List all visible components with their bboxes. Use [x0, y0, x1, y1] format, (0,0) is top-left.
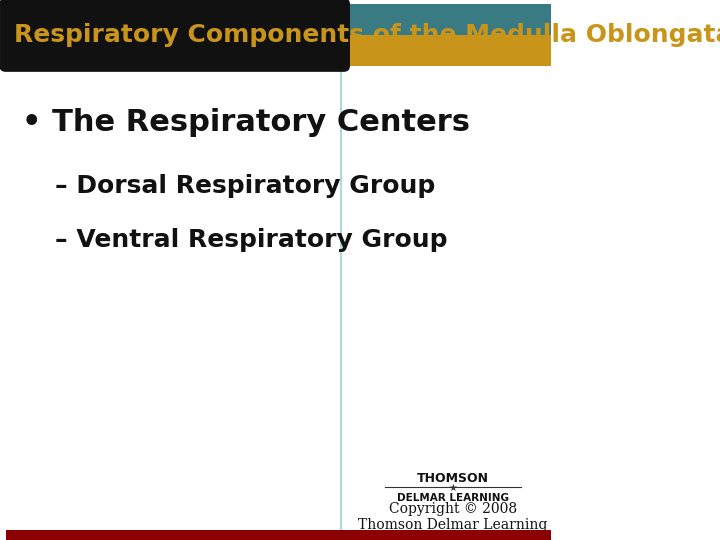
Text: Respiratory Components of the Medulla Oblongata: Respiratory Components of the Medulla Ob…: [14, 23, 720, 47]
Text: THOMSON: THOMSON: [417, 472, 489, 485]
Bar: [6, 530, 551, 540]
Bar: [344, 35, 551, 66]
Text: – Dorsal Respiratory Group: – Dorsal Respiratory Group: [55, 174, 435, 198]
FancyBboxPatch shape: [0, 0, 349, 71]
Bar: [344, 4, 551, 35]
Text: Copyright © 2008
Thomson Delmar Learning: Copyright © 2008 Thomson Delmar Learning: [359, 502, 548, 532]
Text: – Ventral Respiratory Group: – Ventral Respiratory Group: [55, 228, 447, 252]
Text: DELMAR LEARNING: DELMAR LEARNING: [397, 493, 509, 503]
Text: ★: ★: [449, 482, 457, 492]
Text: • The Respiratory Centers: • The Respiratory Centers: [22, 107, 470, 137]
